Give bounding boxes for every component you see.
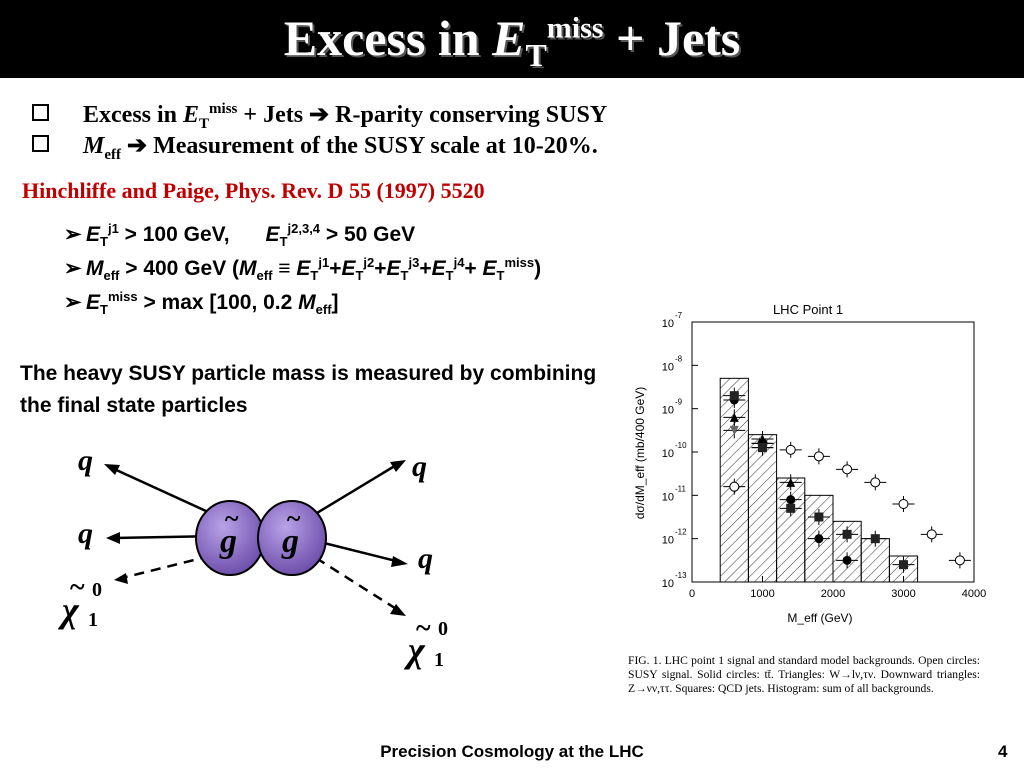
quark-label: q — [78, 517, 93, 550]
title-bar: Excess in ETmiss + Jets — [0, 0, 1024, 78]
x-tick-label: 2000 — [821, 588, 845, 600]
gluino-label: g — [219, 523, 237, 560]
qcd-point — [729, 391, 739, 401]
y-tick-exponent: -10 — [675, 441, 687, 450]
gluino-tilde: ~ — [224, 504, 239, 533]
arrowhead-icon — [390, 460, 406, 472]
figure-caption: FIG. 1. LHC point 1 signal and standard … — [628, 654, 980, 695]
y-axis-label: dσ/dM_eff (mb/400 GeV) — [633, 387, 647, 520]
cut-item: ➢ Meff > 400 GeV (Meff ≡ ETj1+ETj2+ETj3+E… — [64, 255, 542, 284]
signal-point — [813, 451, 824, 462]
quark-label: q — [78, 444, 93, 477]
y-tick-base: 10 — [662, 578, 674, 590]
signal-point — [898, 499, 909, 509]
footer-title: Precision Cosmology at the LHC — [380, 742, 644, 761]
quark-line — [301, 462, 399, 524]
x-tick-label: 3000 — [891, 588, 915, 600]
signal-point — [729, 481, 740, 492]
y-tick-exponent: -12 — [675, 528, 687, 537]
arrowhead-icon — [114, 573, 128, 584]
x-tick-label: 1000 — [750, 588, 774, 600]
y-tick-exponent: -8 — [675, 354, 683, 363]
qcd-point — [870, 534, 880, 544]
neutralino-line — [121, 554, 211, 580]
chart-title: LHC Point 1 — [773, 302, 843, 317]
selection-cuts: ➢ ETj1 > 100 GeV, ETj2,3,4 > 50 GeV ➢ Meff … — [64, 222, 541, 324]
neutralino-sub: 1 — [434, 649, 444, 670]
neutralino-sup: 0 — [92, 579, 102, 601]
neutralino-tilde: ~ — [416, 613, 431, 644]
bullet-list: Excess in ETmiss + Jets ➔ R-parity conse… — [32, 100, 607, 162]
quark-label: q — [412, 450, 427, 483]
y-tick-exponent: -11 — [675, 484, 687, 493]
arrowhead-icon — [391, 556, 408, 567]
z-point — [729, 425, 739, 435]
x-axis-label: M_eff (GeV) — [787, 611, 852, 625]
bullet-item: Meff ➔ Measurement of the SUSY scale at … — [32, 131, 607, 162]
arrow-bullet-icon: ➢ — [64, 257, 82, 280]
footer: Precision Cosmology at the LHC 4 — [0, 740, 1024, 768]
y-tick-base: 10 — [662, 361, 674, 373]
bullet-item: Excess in ETmiss + Jets ➔ R-parity conse… — [32, 100, 607, 131]
y-tick-exponent: -13 — [675, 571, 687, 580]
qcd-point — [842, 529, 852, 539]
y-tick-exponent: -7 — [675, 311, 683, 320]
neutralino-symbol: χ — [403, 630, 426, 670]
x-tick-label: 4000 — [962, 588, 986, 600]
ttbar-point — [786, 495, 796, 505]
quark-line — [311, 538, 401, 564]
neutralino-sub: 1 — [88, 609, 98, 631]
y-tick-base: 10 — [662, 405, 674, 417]
w-point — [786, 477, 796, 487]
qcd-point — [758, 443, 767, 453]
arrowhead-icon — [104, 464, 120, 475]
neutralino-line — [315, 556, 399, 612]
w-point — [729, 412, 739, 422]
arrow-bullet-icon: ➢ — [64, 291, 82, 314]
qcd-point — [786, 503, 796, 513]
y-tick-base: 10 — [662, 318, 674, 330]
signal-point — [870, 477, 881, 488]
slide-title: Excess in ETmiss + Jets — [283, 10, 741, 73]
neutralino-tilde: ~ — [70, 572, 85, 603]
y-tick-exponent: -9 — [675, 398, 683, 407]
ttbar-point — [842, 555, 852, 565]
feynman-diagram: q q q q ~ g ~ g ~ χ 0 1 ~ χ — [57, 444, 448, 670]
quark-label: q — [418, 542, 433, 575]
signal-point — [926, 529, 937, 540]
signal-point — [785, 444, 796, 455]
w-point — [758, 434, 767, 444]
gluino-label: g — [281, 523, 299, 560]
page-number: 4 — [998, 742, 1008, 761]
y-tick-base: 10 — [662, 491, 674, 503]
arrow-bullet-icon: ➢ — [64, 223, 82, 246]
cut-item: ➢ ETj1 > 100 GeV, ETj2,3,4 > 50 GeV — [64, 221, 416, 250]
neutralino-symbol: χ — [57, 590, 80, 630]
reference-citation: Hinchliffe and Paige, Phys. Rev. D 55 (1… — [22, 178, 485, 203]
cut-item: ➢ ETmiss > max [100, 0.2 Meff] — [64, 289, 339, 318]
explanation-text: The heavy SUSY particle mass is measured… — [20, 362, 597, 417]
qcd-point — [899, 560, 908, 570]
y-tick-base: 10 — [662, 535, 674, 547]
checkbox-bullet-icon — [32, 135, 49, 152]
arrowhead-icon — [106, 532, 120, 544]
checkbox-bullet-icon — [32, 104, 49, 121]
signal-point — [842, 464, 853, 475]
arrowhead-icon — [390, 604, 406, 616]
x-tick-label: 0 — [689, 588, 695, 600]
histogram-bar — [747, 434, 778, 583]
neutralino-sup: 0 — [438, 618, 448, 640]
qcd-point — [814, 512, 824, 522]
signal-point — [954, 555, 965, 566]
y-tick-base: 10 — [662, 448, 674, 460]
gluino-blob — [257, 500, 327, 576]
lhc-point1-chart: LHC Point 1 dσ/dM_eff (mb/400 GeV) M_eff… — [633, 302, 986, 625]
gluino-tilde: ~ — [286, 504, 301, 533]
ttbar-point — [814, 534, 824, 544]
